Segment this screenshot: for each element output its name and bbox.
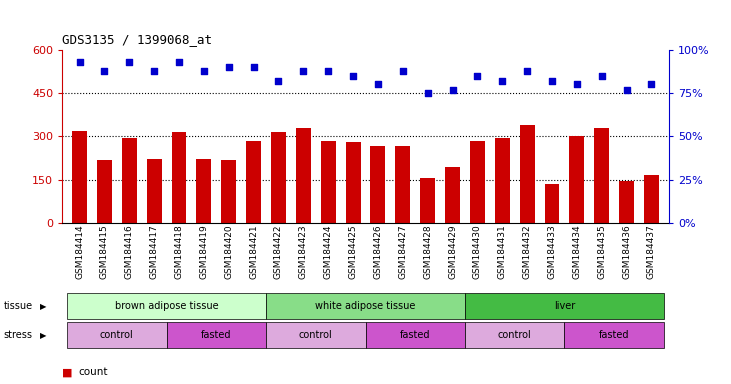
Bar: [296, 127, 311, 223]
Bar: [371, 146, 385, 223]
FancyBboxPatch shape: [564, 322, 664, 348]
Bar: [271, 132, 286, 223]
Bar: [346, 142, 360, 223]
FancyBboxPatch shape: [266, 293, 465, 319]
Text: GSM184419: GSM184419: [200, 224, 208, 279]
Point: [521, 68, 533, 74]
Text: liver: liver: [554, 301, 575, 311]
Text: GSM184417: GSM184417: [150, 224, 159, 279]
Point: [74, 59, 86, 65]
Bar: [246, 141, 261, 223]
Point: [596, 73, 607, 79]
Point: [198, 68, 210, 74]
Text: GDS3135 / 1399068_at: GDS3135 / 1399068_at: [62, 33, 212, 46]
Text: GSM184424: GSM184424: [324, 224, 333, 279]
Point: [223, 64, 235, 70]
FancyBboxPatch shape: [465, 322, 564, 348]
Point: [546, 78, 558, 84]
Bar: [72, 131, 87, 223]
Text: GSM184426: GSM184426: [374, 224, 382, 279]
Text: GSM184428: GSM184428: [423, 224, 432, 279]
Point: [471, 73, 483, 79]
Text: GSM184436: GSM184436: [622, 224, 631, 279]
Point: [645, 81, 657, 88]
Text: GSM184421: GSM184421: [249, 224, 258, 279]
Text: GSM184422: GSM184422: [274, 224, 283, 279]
Bar: [619, 181, 634, 223]
Point: [124, 59, 135, 65]
Bar: [172, 132, 186, 223]
Text: white adipose tissue: white adipose tissue: [315, 301, 416, 311]
Text: stress: stress: [4, 330, 33, 340]
Bar: [445, 167, 460, 223]
FancyBboxPatch shape: [67, 322, 167, 348]
Bar: [569, 136, 584, 223]
Point: [621, 87, 632, 93]
Text: fasted: fasted: [201, 330, 232, 340]
Point: [273, 78, 284, 84]
Point: [99, 68, 110, 74]
Point: [422, 90, 433, 96]
FancyBboxPatch shape: [67, 293, 266, 319]
Point: [372, 81, 384, 88]
Text: GSM184429: GSM184429: [448, 224, 457, 279]
FancyBboxPatch shape: [366, 322, 465, 348]
Bar: [122, 138, 137, 223]
Text: GSM184423: GSM184423: [299, 224, 308, 279]
Bar: [395, 146, 410, 223]
Bar: [97, 160, 112, 223]
Text: GSM184437: GSM184437: [647, 224, 656, 279]
Point: [397, 68, 409, 74]
Bar: [221, 160, 236, 223]
Text: GSM184430: GSM184430: [473, 224, 482, 279]
Text: control: control: [100, 330, 134, 340]
Point: [322, 68, 334, 74]
Text: GSM184434: GSM184434: [572, 224, 581, 279]
Text: tissue: tissue: [4, 301, 33, 311]
FancyBboxPatch shape: [266, 322, 366, 348]
Bar: [644, 175, 659, 223]
Text: control: control: [299, 330, 333, 340]
Text: GSM184418: GSM184418: [175, 224, 183, 279]
Point: [347, 73, 359, 79]
Text: GSM184431: GSM184431: [498, 224, 507, 279]
Point: [298, 68, 309, 74]
Text: count: count: [78, 367, 107, 377]
Bar: [420, 178, 435, 223]
Point: [447, 87, 458, 93]
Bar: [495, 138, 510, 223]
Bar: [520, 125, 534, 223]
Bar: [470, 141, 485, 223]
Bar: [147, 159, 162, 223]
Point: [173, 59, 185, 65]
Text: fasted: fasted: [599, 330, 629, 340]
Text: GSM184415: GSM184415: [100, 224, 109, 279]
Bar: [321, 141, 336, 223]
Text: GSM184414: GSM184414: [75, 224, 84, 279]
Text: brown adipose tissue: brown adipose tissue: [115, 301, 219, 311]
Text: fasted: fasted: [400, 330, 431, 340]
FancyBboxPatch shape: [465, 293, 664, 319]
Text: GSM184433: GSM184433: [548, 224, 556, 279]
Text: ▶: ▶: [40, 331, 47, 339]
Point: [248, 64, 260, 70]
Text: GSM184427: GSM184427: [398, 224, 407, 279]
Point: [148, 68, 160, 74]
Text: GSM184425: GSM184425: [349, 224, 357, 279]
Text: GSM184432: GSM184432: [523, 224, 531, 279]
Text: GSM184435: GSM184435: [597, 224, 606, 279]
Text: control: control: [498, 330, 531, 340]
Bar: [545, 184, 559, 223]
Bar: [197, 159, 211, 223]
Text: GSM184420: GSM184420: [224, 224, 233, 279]
FancyBboxPatch shape: [167, 322, 266, 348]
Bar: [594, 127, 609, 223]
Point: [496, 78, 508, 84]
Text: ▶: ▶: [40, 302, 47, 311]
Point: [571, 81, 583, 88]
Text: ■: ■: [62, 367, 72, 377]
Text: GSM184416: GSM184416: [125, 224, 134, 279]
